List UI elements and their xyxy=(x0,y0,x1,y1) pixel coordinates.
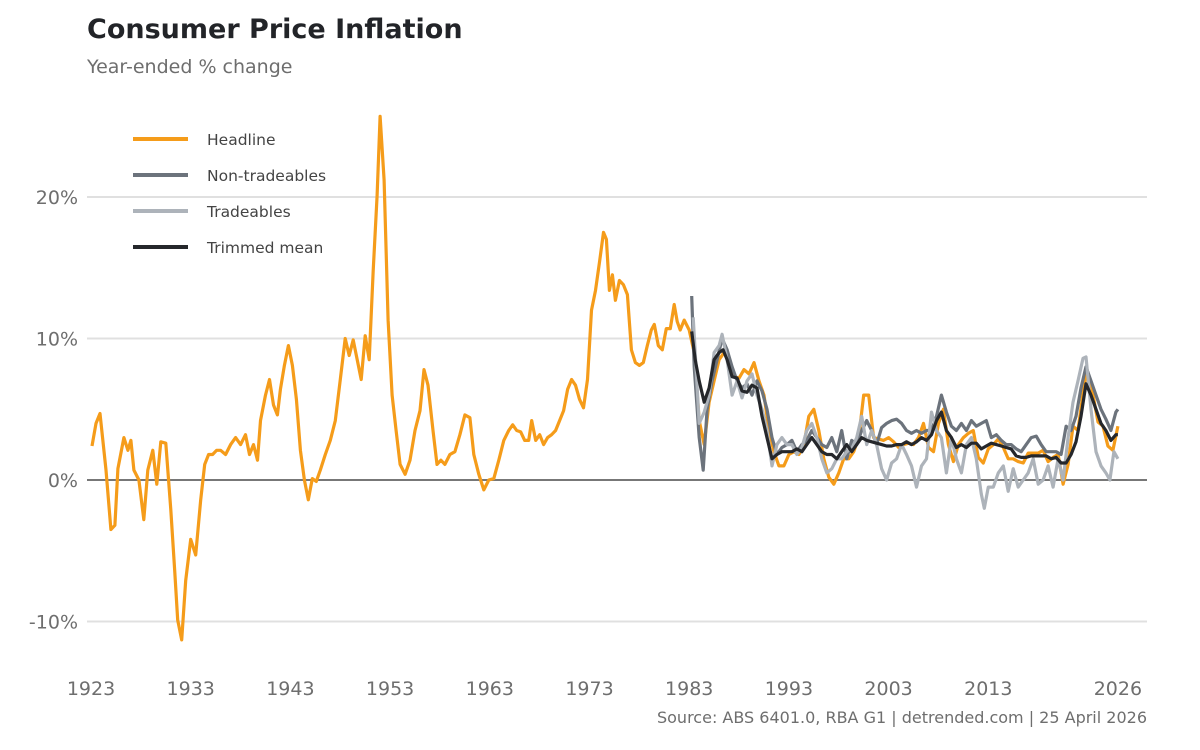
gridlines xyxy=(87,196,1147,623)
legend-label-non-tradeables: Non-tradeables xyxy=(207,167,326,185)
x-tick-label: 1993 xyxy=(765,678,813,700)
y-tick-label: 0% xyxy=(48,470,78,492)
series-line-tradeables xyxy=(691,317,1120,510)
x-tick-label: 1943 xyxy=(266,678,314,700)
x-axis: 1923 1933 1943 1953 1963 1973 1983 1993 2003 2013… xyxy=(67,678,1142,700)
y-tick-label: 20% xyxy=(36,187,78,209)
chart-subtitle: Year-ended % change xyxy=(87,56,293,78)
x-tick-label: 1923 xyxy=(67,678,115,700)
x-tick-label: 1933 xyxy=(167,678,215,700)
y-axis: -10% 0% 10% 20% xyxy=(29,187,78,634)
x-tick-label: 2026 xyxy=(1094,678,1142,700)
series-line-headline xyxy=(90,114,1120,642)
legend-label-tradeables: Tradeables xyxy=(206,203,291,221)
source-note: Source: ABS 6401.0, RBA G1 | detrended.c… xyxy=(656,708,1147,727)
legend-label-trimmed-mean: Trimmed mean xyxy=(206,239,323,257)
x-tick-label: 1963 xyxy=(466,678,514,700)
x-tick-label: 2003 xyxy=(864,678,912,700)
legend-label-headline: Headline xyxy=(207,131,276,149)
x-tick-label: 1953 xyxy=(366,678,414,700)
x-tick-label: 2013 xyxy=(964,678,1012,700)
y-tick-label: -10% xyxy=(29,612,78,634)
y-tick-label: 10% xyxy=(36,329,78,351)
chart-title: Consumer Price Inflation xyxy=(87,14,463,45)
x-tick-label: 1983 xyxy=(665,678,713,700)
legend: Headline Non-tradeables Tradeables Trimmed … xyxy=(133,131,326,257)
series-lines xyxy=(90,114,1120,642)
x-tick-label: 1973 xyxy=(565,678,613,700)
series-line-trimmed-mean xyxy=(690,331,1118,465)
series-line-non-tradeables xyxy=(690,295,1120,472)
